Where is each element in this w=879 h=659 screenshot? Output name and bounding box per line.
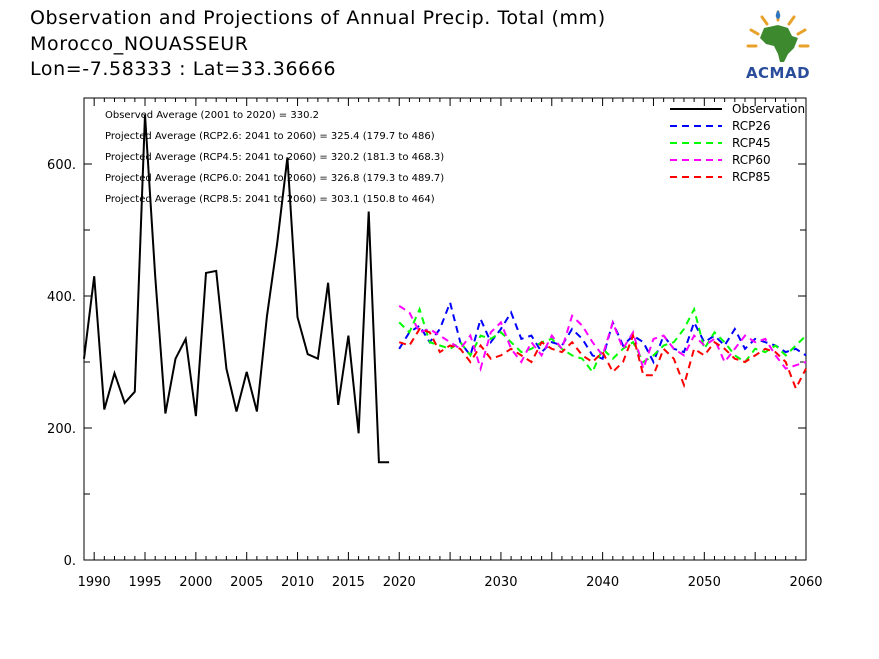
series-line-rcp26 bbox=[398, 299, 807, 365]
legend-label: RCP60 bbox=[732, 153, 771, 167]
annotation-text: Observed Average (2001 to 2020) = 330.2 bbox=[105, 110, 319, 121]
station-coordinates: Lon=-7.58333 : Lat=33.36666 bbox=[30, 58, 337, 80]
axes-group: 0. 200. 400. 600. 1990 1995 2000 2005 2010 2015 20… bbox=[47, 97, 823, 590]
annotation-text: Projected Average (RCP8.5: 2041 to 2060)… bbox=[105, 194, 435, 205]
africa-map-logo-icon bbox=[746, 10, 810, 62]
legend-label: RCP85 bbox=[732, 170, 771, 184]
x-tick-label: 2020 bbox=[383, 575, 416, 590]
x-tick-label: 2060 bbox=[789, 575, 822, 590]
series-group bbox=[83, 114, 807, 464]
x-tick-label: 1995 bbox=[128, 575, 161, 590]
x-tick-label: 2030 bbox=[484, 575, 517, 590]
x-tick-label: 2010 bbox=[281, 575, 314, 590]
x-tick-label: 2040 bbox=[586, 575, 619, 590]
legend-label: RCP45 bbox=[732, 136, 771, 150]
series-line-observation bbox=[83, 114, 390, 464]
y-tick-label: 200. bbox=[47, 422, 76, 437]
annotation-text: Projected Average (RCP6.0: 2041 to 2060)… bbox=[105, 173, 444, 184]
legend-label: RCP26 bbox=[732, 119, 771, 133]
annotation-text: Projected Average (RCP2.6: 2041 to 2060)… bbox=[105, 131, 435, 142]
annotations-group: Observed Average (2001 to 2020) = 330.2 P… bbox=[105, 110, 444, 205]
x-tick-label: 2015 bbox=[332, 575, 365, 590]
y-tick-label: 0. bbox=[64, 554, 76, 569]
logo-text: ACMAD bbox=[745, 64, 811, 82]
series-line-rcp45 bbox=[398, 306, 807, 374]
annotation-text: Projected Average (RCP4.5: 2041 to 2060)… bbox=[105, 152, 444, 163]
legend: Observation RCP26 RCP45 RCP60 RCP85 bbox=[670, 102, 805, 184]
series-line-rcp60 bbox=[398, 305, 807, 373]
station-name: Morocco_NOUASSEUR bbox=[30, 33, 249, 55]
chart-title: Observation and Projections of Annual Pr… bbox=[30, 7, 606, 29]
x-tick-label: 2050 bbox=[688, 575, 721, 590]
x-tick-label: 1990 bbox=[78, 575, 111, 590]
y-tick-label: 400. bbox=[47, 290, 76, 305]
plot-frame bbox=[83, 97, 807, 561]
legend-label: Observation bbox=[732, 102, 805, 116]
y-tick-label: 600. bbox=[47, 158, 76, 173]
x-tick-label: 2000 bbox=[179, 575, 212, 590]
series-line-rcp85 bbox=[398, 327, 807, 391]
x-tick-label: 2005 bbox=[230, 575, 263, 590]
acmad-logo: ACMAD bbox=[738, 8, 818, 84]
